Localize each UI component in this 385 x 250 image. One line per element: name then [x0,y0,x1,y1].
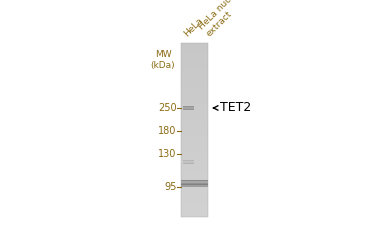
Bar [181,61,208,64]
Bar [181,208,208,211]
Bar [181,101,208,104]
Bar [181,156,208,159]
Text: 95: 95 [164,182,176,192]
Bar [181,46,208,49]
Bar [181,133,208,136]
Bar [181,58,208,61]
Bar [181,185,208,188]
Bar [181,202,208,205]
Bar [181,124,208,127]
Bar [181,174,208,176]
Bar [181,200,208,202]
Bar [181,144,208,148]
Bar [181,52,208,55]
Bar [183,109,194,110]
Bar [181,214,208,217]
Bar [181,205,208,208]
Bar [181,72,208,75]
Bar [181,98,208,101]
Bar [181,49,208,52]
Bar [181,162,208,165]
Bar [181,127,208,130]
Bar [181,96,208,98]
Bar [181,75,208,78]
Bar [181,170,208,173]
Bar [181,176,208,179]
Bar [181,118,208,122]
Bar [181,84,208,87]
Bar [181,116,208,118]
Bar [183,108,194,109]
Bar [181,110,208,113]
Bar [181,107,208,110]
Bar [181,113,208,116]
Bar [181,150,208,153]
Bar [181,136,208,139]
Bar [181,182,208,185]
Bar [181,142,208,144]
Bar [181,159,208,162]
Bar [181,78,208,81]
Bar [181,211,208,214]
Text: TET2: TET2 [213,102,251,114]
Bar [181,194,208,196]
Bar [181,130,208,133]
Bar [181,70,208,72]
Bar [181,55,208,58]
Text: MW
(kDa): MW (kDa) [151,50,175,70]
Bar [181,66,208,70]
Bar [181,44,208,217]
Bar [181,92,208,96]
Bar [183,107,194,108]
Bar [181,44,208,46]
Bar [181,87,208,90]
Bar [181,64,208,66]
Bar [181,148,208,150]
Bar [181,139,208,142]
Bar [183,106,194,107]
Bar [181,122,208,124]
Bar [181,81,208,84]
Bar [181,165,208,168]
Bar [181,196,208,200]
Bar [181,168,208,170]
Text: 130: 130 [158,149,176,159]
Text: 250: 250 [158,103,176,113]
Bar [181,188,208,191]
Bar [181,90,208,92]
Text: HeLa nuclear
extract: HeLa nuclear extract [197,0,253,39]
Bar [181,153,208,156]
Bar [181,191,208,194]
Bar [181,179,208,182]
Bar [181,104,208,107]
Text: HeLa: HeLa [182,16,204,39]
Text: 180: 180 [158,126,176,136]
